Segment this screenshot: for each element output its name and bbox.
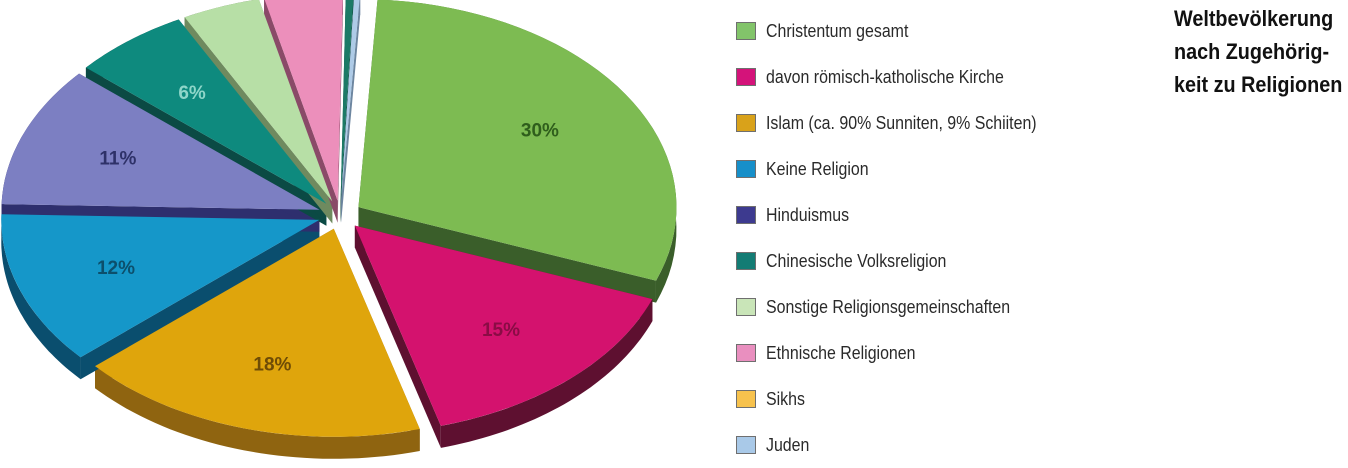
pie-slice-label: 6% — [178, 83, 206, 104]
pie-slice-wall — [354, 225, 441, 448]
pie-slice-wall — [337, 0, 343, 223]
legend-item: Keine Religion — [736, 146, 1081, 192]
pie-slice — [341, 0, 360, 201]
legend-item: Hinduismus — [736, 192, 1081, 238]
legend-label: Sonstige Religionsgemeinschaften — [766, 296, 1011, 317]
pie-slice-wall — [358, 207, 656, 303]
pie-slice-label: 30% — [521, 120, 559, 141]
legend-swatch — [736, 206, 756, 224]
legend: Christentum gesamt davon römisch-katholis… — [736, 8, 1081, 468]
legend-label: Keine Religion — [766, 158, 869, 179]
pie-slice — [340, 0, 354, 201]
legend-item: Christentum gesamt — [736, 8, 1081, 54]
pie-slice — [354, 225, 653, 426]
pie-slice-label: 11% — [99, 149, 136, 170]
chart-title-line-2: nach Zugehörig- — [1174, 39, 1330, 64]
chart-title-line-1: Weltbevölkerung — [1174, 6, 1334, 31]
pie-slice-rim — [95, 366, 420, 459]
legend-item: Ethnische Religionen — [736, 330, 1081, 376]
legend-item: davon römisch-katholische Kirche — [736, 54, 1081, 100]
legend-label: Juden — [766, 434, 810, 455]
pie-slice — [264, 0, 343, 201]
legend-label: Chinesische Volksreligion — [766, 250, 947, 271]
pie-slice-label: 15% — [482, 320, 520, 341]
pie-slice-label: 12% — [97, 258, 135, 279]
legend-swatch — [736, 344, 756, 362]
pie-slice — [184, 0, 333, 202]
legend-label: Sikhs — [766, 388, 805, 409]
legend-item: Sikhs — [736, 376, 1081, 422]
pie-slice-rim — [1, 214, 81, 380]
legend-swatch — [736, 22, 756, 40]
legend-item: Sonstige Religionsgemeinschaften — [736, 284, 1081, 330]
pie-slice-rim — [440, 299, 653, 448]
chart-title-line-3: keit zu Religionen — [1174, 72, 1343, 97]
legend-swatch — [736, 436, 756, 454]
pie-slice-label: 18% — [253, 354, 291, 375]
legend-swatch — [736, 390, 756, 408]
pie-chart-svg: 30%15%18%12%11%6%4%4%0,4%0,3% — [1, 0, 677, 459]
pie-slice — [94, 228, 420, 437]
pie-labels: 30%15%18%12%11%6%4%4%0,4%0,3% — [97, 83, 559, 375]
pie-tops — [1, 0, 677, 437]
legend-swatch — [736, 298, 756, 316]
pie-slice — [85, 19, 327, 204]
pie-slice-wall — [341, 0, 361, 223]
legend-label: davon römisch-katholische Kirche — [766, 66, 1004, 87]
legend-label: Christentum gesamt — [766, 20, 909, 41]
legend-item: Chinesische Volksreligion — [736, 238, 1081, 284]
legend-label: Hinduismus — [766, 204, 850, 225]
legend-label: Ethnische Religionen — [766, 342, 916, 363]
pie-slice — [358, 0, 677, 281]
pie-chart: 30%15%18%12%11%6%4%4%0,4%0,3% — [1, 0, 677, 459]
legend-swatch — [736, 252, 756, 270]
legend-item: Juden — [736, 422, 1081, 468]
legend-label: Islam (ca. 90% Sunniten, 9% Schiiten) — [766, 112, 1037, 133]
legend-swatch — [736, 114, 756, 132]
pie-slice — [1, 73, 320, 210]
legend-swatch — [736, 68, 756, 86]
legend-item: Islam (ca. 90% Sunniten, 9% Schiiten) — [736, 100, 1081, 146]
legend-swatch — [736, 160, 756, 178]
pie-slice — [1, 214, 320, 358]
pie-slice-wall — [80, 219, 320, 380]
chart-title: Weltbevölkerung nach Zugehörig- keit zu … — [1174, 2, 1346, 101]
